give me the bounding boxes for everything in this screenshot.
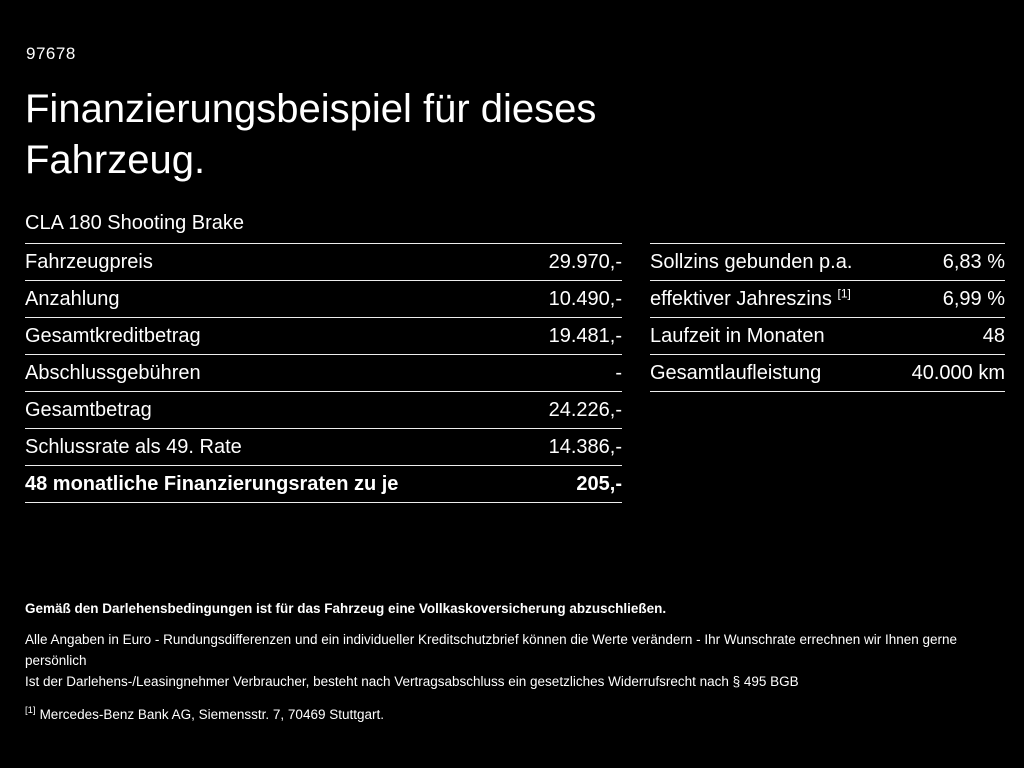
row-label: Abschlussgebühren [25,361,201,384]
footnote-text: Mercedes-Benz Bank AG, Siemensstr. 7, 70… [39,706,384,722]
row-label: Anzahlung [25,287,120,310]
table-row-monthly-rate: 48 monatliche Finanzierungsraten zu je 2… [25,465,622,503]
row-label: Gesamtlaufleistung [650,361,822,384]
document-id: 97678 [26,44,76,63]
table-row: Anzahlung 10.490,- [25,280,622,317]
row-label: Schlussrate als 49. Rate [25,435,242,458]
row-value: - [615,361,622,384]
row-label: Laufzeit in Monaten [650,324,825,347]
row-label: 48 monatliche Finanzierungsraten zu je [25,472,399,495]
table-row: Fahrzeugpreis 29.970,- [25,243,622,280]
row-label: Sollzins gebunden p.a. [650,250,853,273]
insurance-requirement-note: Gemäß den Darlehensbedingungen ist für d… [25,601,667,616]
table-row: Gesamtlaufleistung 40.000 km [650,354,1005,392]
row-value: 6,99 % [942,287,1005,310]
row-value: 10.490,- [548,287,622,310]
page-title: Finanzierungsbeispiel für dieses Fahrzeu… [25,87,597,183]
row-label: Fahrzeugpreis [25,250,153,273]
conditions-table: Sollzins gebunden p.a. 6,83 % effektiver… [650,243,1005,392]
footnote-marker: [1] [25,705,36,717]
disclaimer-line-1: Alle Angaben in Euro - Rundungsdifferenz… [25,631,958,668]
row-value: 19.481,- [548,324,622,347]
table-row: effektiver Jahreszins [1] 6,99 % [650,280,1005,317]
bank-footnote: [1] Mercedes-Benz Bank AG, Siemensstr. 7,… [25,705,1000,726]
table-row: Gesamtkreditbetrag 19.481,- [25,317,622,354]
financing-table: Fahrzeugpreis 29.970,- Anzahlung 10.490,… [25,243,622,503]
table-row: Abschlussgebühren - [25,354,622,391]
row-label: Gesamtkreditbetrag [25,324,201,347]
row-value: 48 [982,324,1005,347]
row-value: 29.970,- [548,250,622,273]
table-row: Gesamtbetrag 24.226,- [25,391,622,428]
row-value: 14.386,- [548,435,622,458]
row-value: 24.226,- [548,398,622,421]
row-label: effektiver Jahreszins [1] [650,285,851,310]
table-row: Laufzeit in Monaten 48 [650,317,1005,354]
row-value: 6,83 % [942,250,1005,273]
table-row: Schlussrate als 49. Rate 14.386,- [25,428,622,465]
legal-footer: Gemäß den Darlehensbedingungen ist für d… [25,599,1000,726]
vehicle-model: CLA 180 Shooting Brake [25,212,245,234]
row-value: 40.000 km [911,361,1005,384]
row-value: 205,- [576,472,622,495]
disclaimer-line-2: Ist der Darlehens-/Leasingnehmer Verbrau… [25,673,799,689]
row-label: Gesamtbetrag [25,398,152,421]
footnote-reference: [1] [837,285,851,300]
table-row: Sollzins gebunden p.a. 6,83 % [650,243,1005,280]
